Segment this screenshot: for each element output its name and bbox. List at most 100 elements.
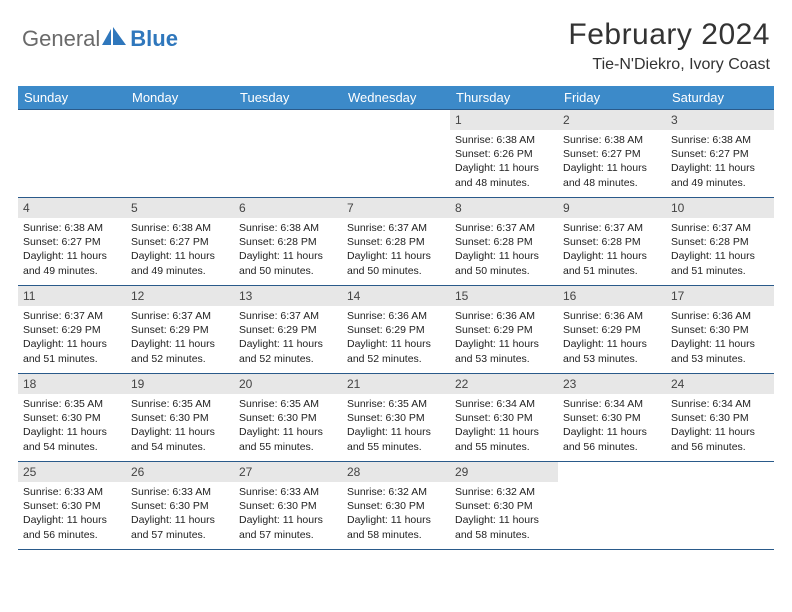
- calendar-day-cell: 5Sunrise: 6:38 AMSunset: 6:27 PMDaylight…: [126, 198, 234, 286]
- sunrise-line: Sunrise: 6:33 AM: [131, 485, 229, 499]
- sunrise-line: Sunrise: 6:36 AM: [347, 309, 445, 323]
- sunset-line: Sunset: 6:27 PM: [131, 235, 229, 249]
- sunset-line: Sunset: 6:30 PM: [563, 411, 661, 425]
- calendar-day-cell: [234, 110, 342, 198]
- daylight-line: Daylight: 11 hours and 49 minutes.: [23, 249, 121, 277]
- day-details: Sunrise: 6:37 AMSunset: 6:28 PMDaylight:…: [666, 218, 774, 282]
- calendar-day-cell: 26 Sunrise: 6:33 AMSunset: 6:30 PMDayligh…: [126, 462, 234, 550]
- sunset-line: Sunset: 6:30 PM: [671, 323, 769, 337]
- daylight-line: Daylight: 11 hours and 52 minutes.: [131, 337, 229, 365]
- sunrise-line: Sunrise: 6:35 AM: [239, 397, 337, 411]
- day-details: Sunrise: 6:36 AMSunset: 6:29 PMDaylight:…: [342, 306, 450, 370]
- day-number: 12: [126, 286, 234, 306]
- sunrise-line: Sunrise: 6:35 AM: [131, 397, 229, 411]
- daylight-line: Daylight: 11 hours and 50 minutes.: [347, 249, 445, 277]
- sunrise-line: Sunrise: 6:36 AM: [563, 309, 661, 323]
- sunset-line: Sunset: 6:30 PM: [347, 499, 445, 513]
- brand-word-1: General: [22, 26, 100, 52]
- daylight-line: Daylight: 11 hours and 56 minutes.: [671, 425, 769, 453]
- sunrise-line: Sunrise: 6:33 AM: [23, 485, 121, 499]
- calendar-day-cell: 27Sunrise: 6:33 AMSunset: 6:30 PMDayligh…: [234, 462, 342, 550]
- daylight-line: Daylight: 11 hours and 53 minutes.: [455, 337, 553, 365]
- calendar-day-cell: [18, 110, 126, 198]
- day-details: Sunrise: 6:32 AMSunset: 6:30 PMDaylight:…: [450, 482, 558, 546]
- calendar-day-cell: 9Sunrise: 6:37 AMSunset: 6:28 PMDaylight…: [558, 198, 666, 286]
- day-number: 17: [666, 286, 774, 306]
- sunrise-line: Sunrise: 6:35 AM: [347, 397, 445, 411]
- daylight-line: Daylight: 11 hours and 49 minutes.: [131, 249, 229, 277]
- sunset-line: Sunset: 6:30 PM: [239, 411, 337, 425]
- day-details: Sunrise: 6:37 AMSunset: 6:29 PMDaylight:…: [18, 306, 126, 370]
- day-number: 15: [450, 286, 558, 306]
- sunset-line: Sunset: 6:28 PM: [671, 235, 769, 249]
- calendar-day-cell: 25Sunrise: 6:33 AMSunset: 6:30 PMDayligh…: [18, 462, 126, 550]
- sunrise-line: Sunrise: 6:36 AM: [671, 309, 769, 323]
- day-details: Sunrise: 6:36 AMSunset: 6:30 PMDaylight:…: [666, 306, 774, 370]
- calendar-day-cell: 15Sunrise: 6:36 AMSunset: 6:29 PMDayligh…: [450, 286, 558, 374]
- daylight-line: Daylight: 11 hours and 55 minutes.: [455, 425, 553, 453]
- sunrise-line: Sunrise: 6:38 AM: [23, 221, 121, 235]
- daylight-line: Daylight: 11 hours and 54 minutes.: [131, 425, 229, 453]
- sunset-line: Sunset: 6:30 PM: [347, 411, 445, 425]
- daylight-line: Daylight: 11 hours and 57 minutes.: [131, 513, 229, 541]
- sunset-line: Sunset: 6:29 PM: [455, 323, 553, 337]
- sunset-line: Sunset: 6:30 PM: [131, 499, 229, 513]
- daylight-line: Daylight: 11 hours and 48 minutes.: [563, 161, 661, 189]
- day-details: Sunrise: 6:35 AMSunset: 6:30 PMDaylight:…: [126, 394, 234, 458]
- weekday-header: Saturday: [666, 86, 774, 110]
- sunrise-line: Sunrise: 6:38 AM: [131, 221, 229, 235]
- calendar-week-row: 1Sunrise: 6:38 AMSunset: 6:26 PMDaylight…: [18, 110, 774, 198]
- day-number: 26: [126, 462, 234, 482]
- calendar-day-cell: 20Sunrise: 6:35 AMSunset: 6:30 PMDayligh…: [234, 374, 342, 462]
- calendar-day-cell: 29Sunrise: 6:32 AMSunset: 6:30 PMDayligh…: [450, 462, 558, 550]
- day-details: Sunrise: 6:34 AMSunset: 6:30 PMDaylight:…: [666, 394, 774, 458]
- daylight-line: Daylight: 11 hours and 50 minutes.: [455, 249, 553, 277]
- daylight-line: Daylight: 11 hours and 49 minutes.: [671, 161, 769, 189]
- day-details: Sunrise: 6:35 AMSunset: 6:30 PMDaylight:…: [234, 394, 342, 458]
- sunrise-line: Sunrise: 6:38 AM: [671, 133, 769, 147]
- day-number: 16: [558, 286, 666, 306]
- daylight-line: Daylight: 11 hours and 56 minutes.: [563, 425, 661, 453]
- calendar-day-cell: 12Sunrise: 6:37 AMSunset: 6:29 PMDayligh…: [126, 286, 234, 374]
- calendar-day-cell: [666, 462, 774, 550]
- calendar-day-cell: 6Sunrise: 6:38 AMSunset: 6:28 PMDaylight…: [234, 198, 342, 286]
- day-details: Sunrise: 6:38 AMSunset: 6:26 PMDaylight:…: [450, 130, 558, 194]
- calendar-day-cell: 16Sunrise: 6:36 AMSunset: 6:29 PMDayligh…: [558, 286, 666, 374]
- sunset-line: Sunset: 6:28 PM: [347, 235, 445, 249]
- sunrise-line: Sunrise: 6:38 AM: [563, 133, 661, 147]
- day-details: Sunrise: 6:35 AMSunset: 6:30 PMDaylight:…: [342, 394, 450, 458]
- sunset-line: Sunset: 6:29 PM: [347, 323, 445, 337]
- sunset-line: Sunset: 6:29 PM: [131, 323, 229, 337]
- calendar-week-row: 11Sunrise: 6:37 AMSunset: 6:29 PMDayligh…: [18, 286, 774, 374]
- day-details: Sunrise: 6:37 AMSunset: 6:28 PMDaylight:…: [450, 218, 558, 282]
- day-details: Sunrise: 6:38 AMSunset: 6:27 PMDaylight:…: [18, 218, 126, 282]
- calendar-day-cell: 11Sunrise: 6:37 AMSunset: 6:29 PMDayligh…: [18, 286, 126, 374]
- weekday-header: Thursday: [450, 86, 558, 110]
- calendar-day-cell: 28Sunrise: 6:32 AMSunset: 6:30 PMDayligh…: [342, 462, 450, 550]
- calendar-weekday-header: SundayMondayTuesdayWednesdayThursdayFrid…: [18, 86, 774, 110]
- sunset-line: Sunset: 6:27 PM: [671, 147, 769, 161]
- day-number: 5: [126, 198, 234, 218]
- day-details: Sunrise: 6:37 AMSunset: 6:29 PMDaylight:…: [126, 306, 234, 370]
- day-number: 10: [666, 198, 774, 218]
- calendar-day-cell: 19Sunrise: 6:35 AMSunset: 6:30 PMDayligh…: [126, 374, 234, 462]
- day-number: 3: [666, 110, 774, 130]
- day-details: Sunrise: 6:38 AMSunset: 6:27 PMDaylight:…: [666, 130, 774, 194]
- weekday-header: Tuesday: [234, 86, 342, 110]
- brand-sail-icon: [102, 27, 128, 52]
- brand-logo: General Blue: [22, 18, 178, 52]
- day-details: Sunrise: 6:38 AMSunset: 6:27 PMDaylight:…: [126, 218, 234, 282]
- sunrise-line: Sunrise: 6:37 AM: [563, 221, 661, 235]
- day-number: 27: [234, 462, 342, 482]
- sunrise-line: Sunrise: 6:38 AM: [239, 221, 337, 235]
- sunset-line: Sunset: 6:30 PM: [455, 499, 553, 513]
- daylight-line: Daylight: 11 hours and 55 minutes.: [239, 425, 337, 453]
- sunrise-line: Sunrise: 6:32 AM: [455, 485, 553, 499]
- sunrise-line: Sunrise: 6:37 AM: [131, 309, 229, 323]
- daylight-line: Daylight: 11 hours and 48 minutes.: [455, 161, 553, 189]
- calendar-day-cell: 14Sunrise: 6:36 AMSunset: 6:29 PMDayligh…: [342, 286, 450, 374]
- sunset-line: Sunset: 6:26 PM: [455, 147, 553, 161]
- sunrise-line: Sunrise: 6:35 AM: [23, 397, 121, 411]
- calendar-day-cell: 2Sunrise: 6:38 AMSunset: 6:27 PMDaylight…: [558, 110, 666, 198]
- calendar-table: SundayMondayTuesdayWednesdayThursdayFrid…: [18, 86, 774, 550]
